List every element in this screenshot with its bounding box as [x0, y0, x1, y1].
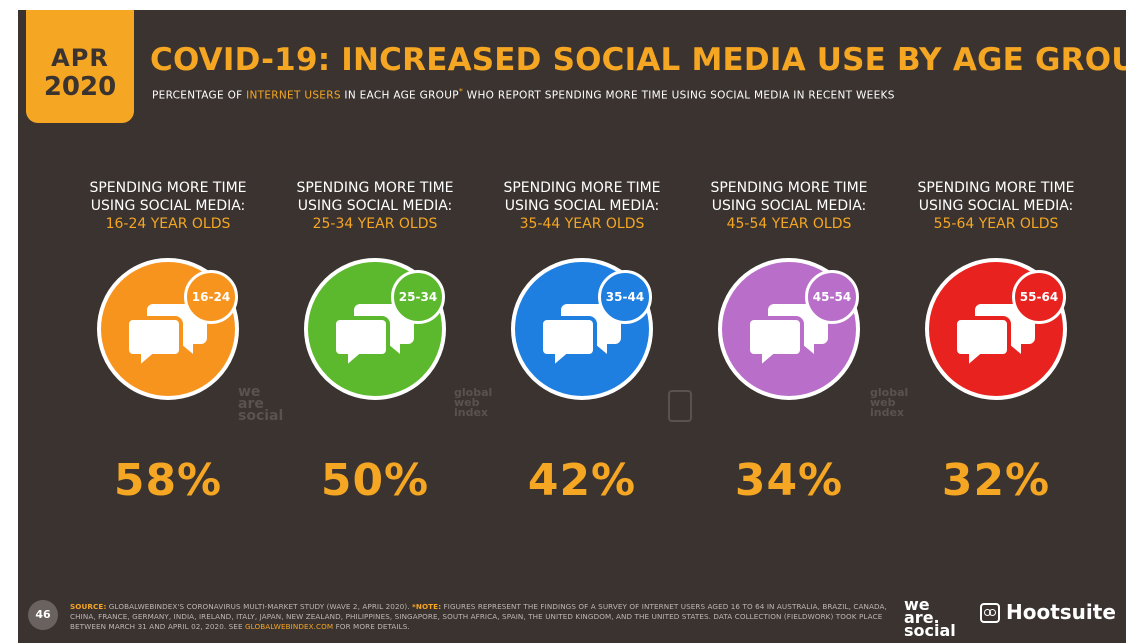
age-badge: 16-24	[184, 270, 238, 324]
age-group-card-25-34: SPENDING MORE TIME USING SOCIAL MEDIA: 2…	[275, 170, 475, 510]
group-label-line2: USING SOCIAL MEDIA:	[918, 198, 1074, 214]
group-label-age: 16-24 YEAR OLDS	[105, 216, 231, 232]
group-label-line1: SPENDING MORE TIME	[710, 180, 868, 196]
percentage-value: 32%	[941, 455, 1051, 506]
source-link[interactable]: GLOBALWEBINDEX.COM	[244, 622, 334, 631]
watermark-owl-icon	[668, 390, 692, 422]
group-label-age: 55-64 YEAR OLDS	[933, 216, 1059, 232]
group-label-line1: SPENDING MORE TIME	[917, 180, 1075, 196]
note-text: FIGURES REPRESENT THE FINDINGS OF A SURV…	[70, 602, 887, 631]
age-group-card-35-44: SPENDING MORE TIME USING SOCIAL MEDIA: 3…	[482, 170, 682, 510]
group-label-age: 45-54 YEAR OLDS	[726, 216, 852, 232]
date-month: APR	[51, 44, 109, 72]
group-label-line2: USING SOCIAL MEDIA:	[711, 198, 867, 214]
percentage-value: 50%	[320, 455, 430, 506]
tail-text: FOR MORE DETAILS.	[333, 622, 410, 631]
group-label-line2: USING SOCIAL MEDIA:	[297, 198, 453, 214]
group-label-line1: SPENDING MORE TIME	[503, 180, 661, 196]
age-badge: 35-44	[598, 270, 652, 324]
age-group-card-16-24: SPENDING MORE TIME USING SOCIAL MEDIA: 1…	[68, 170, 268, 510]
footer-source-note: SOURCE: GLOBALWEBINDEX'S CORONAVIRUS MUL…	[70, 602, 890, 632]
page-number: 46	[28, 600, 58, 630]
page-title: COVID-19: INCREASED SOCIAL MEDIA USE BY …	[150, 42, 1126, 78]
group-label-line1: SPENDING MORE TIME	[89, 180, 247, 196]
watermark-we-are-social: we are social	[238, 384, 284, 424]
age-group-card-55-64: SPENDING MORE TIME USING SOCIAL MEDIA: 5…	[896, 170, 1096, 510]
note-label: *NOTE:	[412, 602, 442, 611]
watermark-globalwebindex: global web index	[454, 386, 493, 419]
group-label-line1: SPENDING MORE TIME	[296, 180, 454, 196]
source-text: GLOBALWEBINDEX'S CORONAVIRUS MULTI-MARKE…	[106, 602, 412, 611]
slide-panel: APR 2020 COVID-19: INCREASED SOCIAL MEDI…	[18, 10, 1126, 643]
owl-icon	[980, 603, 1000, 623]
we-are-social-logo: we are. social	[904, 595, 956, 640]
age-group-card-45-54: SPENDING MORE TIME USING SOCIAL MEDIA: 4…	[689, 170, 889, 510]
group-label-line2: USING SOCIAL MEDIA:	[504, 198, 660, 214]
subtitle-highlight: INTERNET USERS	[246, 89, 341, 102]
source-label: SOURCE:	[70, 602, 107, 611]
percentage-value: 42%	[527, 455, 637, 506]
age-badge: 45-54	[805, 270, 859, 324]
subtitle-pre: PERCENTAGE OF	[152, 89, 247, 102]
page-subtitle: PERCENTAGE OF INTERNET USERS IN EACH AGE…	[152, 87, 1112, 102]
date-year: 2020	[43, 72, 117, 102]
watermark-globalwebindex: global web index	[870, 386, 909, 419]
group-label-line2: USING SOCIAL MEDIA:	[90, 198, 246, 214]
subtitle-mid: IN EACH AGE GROUP	[340, 89, 459, 102]
percentage-value: 58%	[113, 455, 223, 506]
group-label-age: 35-44 YEAR OLDS	[519, 216, 645, 232]
group-label-age: 25-34 YEAR OLDS	[312, 216, 438, 232]
subtitle-post: WHO REPORT SPENDING MORE TIME USING SOCI…	[463, 89, 895, 102]
age-badge: 25-34	[391, 270, 445, 324]
hootsuite-logo: Hootsuite	[980, 600, 1116, 624]
percentage-value: 34%	[734, 455, 844, 506]
date-badge: APR 2020	[26, 10, 134, 123]
age-badge: 55-64	[1012, 270, 1066, 324]
subtitle-star: *	[458, 87, 464, 96]
